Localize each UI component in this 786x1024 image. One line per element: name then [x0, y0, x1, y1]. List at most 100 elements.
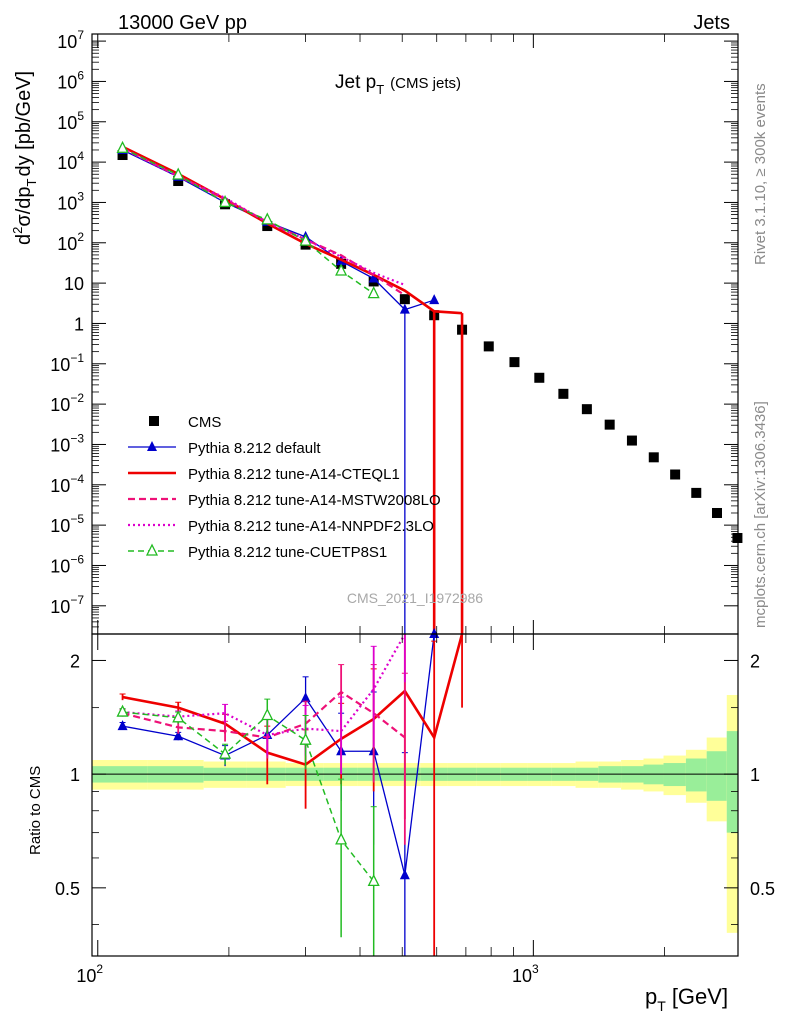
data-point [117, 150, 128, 161]
ratio-point [367, 873, 380, 887]
y-tick-label: 107 [57, 28, 84, 52]
mc-point [429, 294, 440, 305]
legend-entry: Pythia 8.212 tune-A14-NNPDF2.3LO [128, 518, 434, 535]
legend: CMS Pythia 8.212 default Pythia 8.212 tune… [128, 414, 441, 561]
category-label: Jets [693, 12, 730, 34]
y-tick-label: 10−2 [50, 391, 84, 415]
series-line [122, 147, 375, 295]
legend-entry: Pythia 8.212 tune-A14-CTEQL1 [128, 466, 400, 483]
legend-label: Pythia 8.212 tune-A14-MSTW2008LO [188, 492, 441, 509]
ratio-point [173, 730, 184, 741]
series-line [121, 145, 463, 315]
x-tick-label: 102 [76, 962, 103, 986]
ratio-y-tick-label: 2 [70, 651, 80, 671]
rivet-label: Rivet 3.1.10, ≥ 300k events [752, 83, 769, 265]
data-point [670, 469, 681, 480]
ratio-point [219, 746, 232, 759]
ratio-line [122, 633, 435, 876]
legend-label: Pythia 8.212 tune-A14-NNPDF2.3LO [188, 518, 434, 535]
data-point [691, 487, 702, 498]
legend-marker [149, 416, 159, 426]
y-tick-label: 105 [57, 109, 84, 133]
ratio-point [335, 832, 348, 845]
data-point [534, 372, 545, 383]
legend-entry: Pythia 8.212 tune-A14-MSTW2008LO [128, 492, 441, 509]
ratio-point [261, 708, 274, 721]
mc-point [172, 167, 185, 180]
data-point [483, 341, 494, 352]
mc-point [261, 212, 274, 225]
mc-point [368, 272, 379, 283]
data-point [558, 388, 569, 399]
legend-label: Pythia 8.212 tune-A14-CTEQL1 [188, 466, 400, 483]
legend-entry: CMS [149, 414, 221, 431]
mc-point [219, 194, 232, 208]
y-tick-label: 10−3 [50, 431, 84, 455]
series-2 [121, 145, 463, 315]
mc-point [367, 286, 380, 299]
y-tick-label: 103 [57, 189, 84, 213]
legend-label: Pythia 8.212 tune-CUETP8S1 [188, 544, 387, 561]
ratio-y-tick-label-right: 1 [750, 765, 760, 785]
ratio-series-4 [116, 698, 380, 956]
ratio-axis-ticks: 102 103 0.5 0.5 1 1 2 2 [55, 34, 775, 986]
legend-marker [147, 441, 157, 451]
ratio-y-tick-label-right: 2 [750, 651, 760, 671]
ratio-series-1 [119, 633, 466, 956]
ratio-plot-frame [91, 633, 739, 957]
y-tick-label: 106 [57, 68, 84, 92]
ratio-y-tick-label-right: 0.5 [750, 879, 775, 899]
ratio-series-2 [119, 664, 408, 845]
ratio-point [117, 720, 128, 731]
mcplots-label: mcplots.cern.ch [arXiv:1306.3436] [752, 401, 769, 628]
data-point [399, 294, 410, 305]
ratio-line [122, 633, 464, 767]
ratio-point [116, 704, 129, 717]
data-point [626, 435, 637, 446]
legend-entry: Pythia 8.212 tune-CUETP8S1 [128, 543, 387, 561]
ratio-data-band [92, 695, 738, 933]
series-0 [117, 150, 743, 543]
y-tick-label: 10 [64, 274, 84, 294]
ratio-line [122, 711, 375, 882]
main-y-axis-label: d2σ/dpTdy [pb/GeV] [10, 71, 39, 245]
stat-band-bin [726, 731, 738, 833]
ratio-point [172, 710, 185, 723]
y-tick-label: 10−6 [50, 552, 84, 576]
y-tick-label: 1 [74, 314, 84, 334]
mc-point [335, 263, 348, 276]
main-axis-ticks: 10710610510410310210110−110−210−310−410−… [50, 28, 738, 628]
analysis-watermark: CMS_2021_I1972986 [347, 590, 483, 606]
ratio-point [299, 732, 312, 745]
main-series-layer [116, 140, 743, 634]
ratio-y-tick-label: 1 [70, 765, 80, 785]
legend-label: CMS [188, 414, 221, 431]
ratio-series-layer [116, 628, 466, 956]
legend-entry: Pythia 8.212 default [128, 440, 321, 457]
stat-band-bin [706, 751, 727, 801]
data-point [711, 507, 722, 518]
series-5 [116, 140, 380, 299]
ratio-series-0 [117, 628, 440, 956]
y-tick-label: 10−4 [50, 472, 84, 496]
data-point [262, 221, 273, 232]
y-tick-label: 10−7 [50, 593, 84, 617]
ratio-y-tick-label: 0.5 [55, 879, 80, 899]
ratio-point [399, 869, 410, 880]
x-tick-label: 103 [512, 962, 539, 986]
stat-band-bin [685, 758, 707, 792]
legend-label: Pythia 8.212 default [188, 440, 321, 457]
mc-point [116, 140, 129, 153]
y-tick-label: 10−5 [50, 512, 84, 536]
legend-marker [145, 543, 159, 556]
mc-point [399, 303, 410, 314]
ratio-point [300, 692, 311, 703]
mc-point [299, 233, 312, 246]
data-point [173, 176, 184, 187]
ratio-y-axis-label: Ratio to CMS [27, 766, 44, 855]
ratio-point [429, 628, 440, 638]
plot-title: Jet pT (CMS jets) [335, 72, 461, 97]
y-tick-label: 10−1 [50, 351, 84, 375]
data-point [648, 452, 659, 463]
